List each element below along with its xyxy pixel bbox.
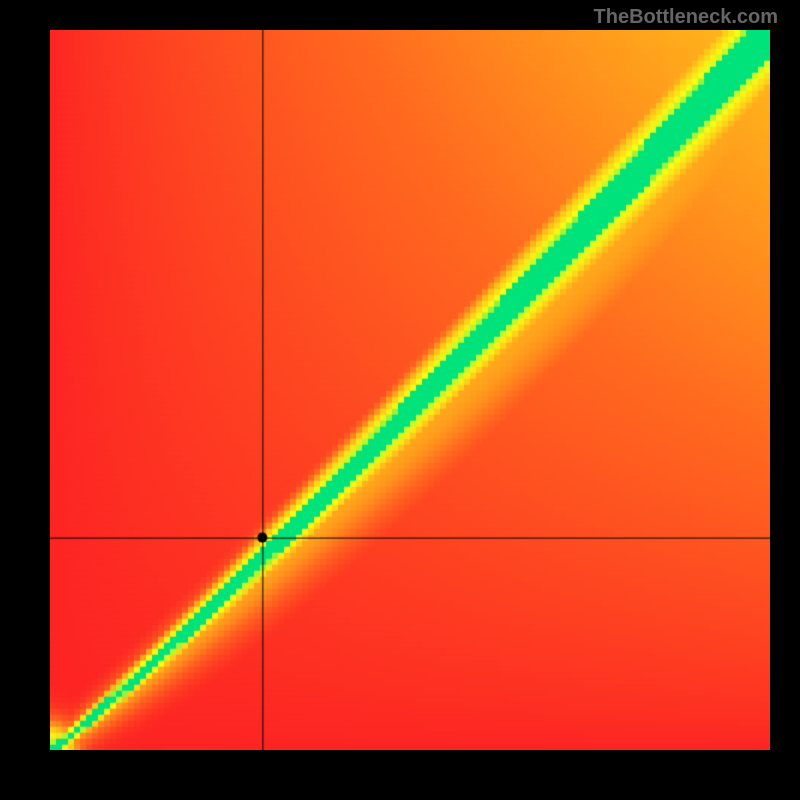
- heatmap-plot: [50, 30, 770, 750]
- heatmap-canvas: [50, 30, 770, 750]
- watermark-text: TheBottleneck.com: [594, 6, 778, 29]
